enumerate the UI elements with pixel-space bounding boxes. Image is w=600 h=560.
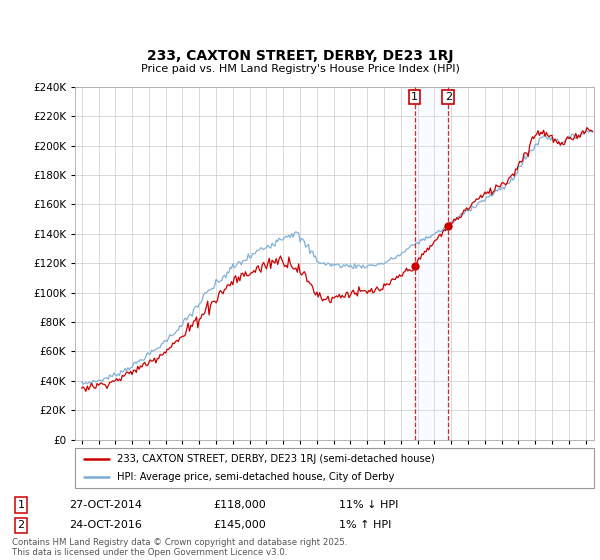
Text: 1: 1 <box>411 92 418 102</box>
FancyBboxPatch shape <box>75 448 594 488</box>
Text: 2: 2 <box>445 92 452 102</box>
Text: £118,000: £118,000 <box>213 500 266 510</box>
Text: 1: 1 <box>17 500 25 510</box>
Text: 24-OCT-2016: 24-OCT-2016 <box>69 520 142 530</box>
Bar <box>415 87 448 440</box>
Text: 233, CAXTON STREET, DERBY, DE23 1RJ: 233, CAXTON STREET, DERBY, DE23 1RJ <box>147 49 453 63</box>
Text: Price paid vs. HM Land Registry's House Price Index (HPI): Price paid vs. HM Land Registry's House … <box>140 64 460 74</box>
Text: 233, CAXTON STREET, DERBY, DE23 1RJ (semi-detached house): 233, CAXTON STREET, DERBY, DE23 1RJ (sem… <box>116 454 434 464</box>
Text: HPI: Average price, semi-detached house, City of Derby: HPI: Average price, semi-detached house,… <box>116 473 394 482</box>
Text: 1% ↑ HPI: 1% ↑ HPI <box>339 520 391 530</box>
Text: 11% ↓ HPI: 11% ↓ HPI <box>339 500 398 510</box>
Text: 27-OCT-2014: 27-OCT-2014 <box>69 500 142 510</box>
Text: £145,000: £145,000 <box>213 520 266 530</box>
Text: Contains HM Land Registry data © Crown copyright and database right 2025.
This d: Contains HM Land Registry data © Crown c… <box>12 538 347 557</box>
Text: 2: 2 <box>17 520 25 530</box>
